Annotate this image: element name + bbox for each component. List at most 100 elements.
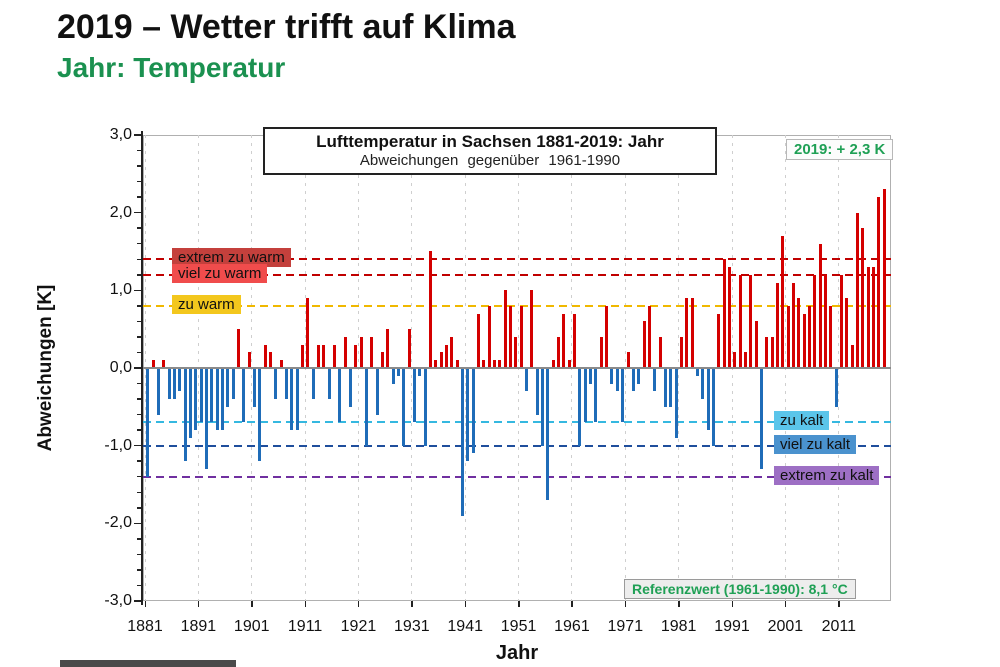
bar-2000 (781, 235, 785, 368)
y-tick (137, 336, 141, 338)
y-axis-line (141, 131, 143, 605)
bar-1902 (258, 368, 262, 462)
bar-1924 (375, 368, 379, 415)
bar-1979 (669, 368, 673, 407)
y-tick (137, 165, 141, 167)
y-tick (137, 413, 141, 416)
bar-1899 (242, 368, 246, 423)
bar-1984 (695, 368, 699, 376)
bar-1935 (434, 360, 438, 368)
threshold-label-extrem-zu-kalt: extrem zu kalt (774, 465, 880, 485)
bar-2009 (829, 305, 833, 368)
y-tick (137, 382, 141, 385)
bar-2014 (855, 212, 859, 368)
x-tick-label-1901: 1901 (233, 618, 270, 635)
y-tick (137, 351, 141, 354)
bar-2004 (802, 313, 806, 368)
bar-1909 (295, 368, 299, 431)
bar-1913 (316, 344, 320, 368)
bar-1982 (685, 298, 689, 368)
bar-1919 (348, 368, 352, 407)
bar-1917 (338, 368, 342, 423)
bar-1991 (733, 352, 737, 368)
bar-1898 (236, 329, 240, 368)
bar-2006 (813, 274, 817, 368)
bar-1921 (359, 336, 363, 368)
bar-1981 (679, 336, 683, 368)
bar-1884 (162, 360, 166, 368)
y-tick (137, 569, 141, 571)
bar-1985 (701, 368, 705, 400)
y-tick (134, 289, 141, 292)
bar-1957 (551, 360, 555, 368)
y-tick (137, 149, 141, 152)
bar-1977 (658, 336, 662, 368)
bar-1908 (290, 368, 294, 431)
bar-1962 (578, 368, 582, 446)
bar-1931 (413, 368, 417, 423)
bar-1934 (429, 251, 433, 368)
bar-1986 (706, 368, 710, 431)
x-tick-label-1921: 1921 (340, 618, 377, 635)
bar-2011 (839, 274, 843, 368)
y-tick (134, 600, 141, 602)
bar-2017 (871, 267, 875, 368)
x-tick-label-1981: 1981 (660, 618, 697, 635)
threshold-label-viel-zu-kalt: viel zu kalt (774, 434, 857, 454)
bar-1968 (610, 368, 614, 384)
bar-1897 (231, 368, 235, 400)
bar-1972 (631, 368, 635, 392)
bar-1936 (439, 352, 443, 368)
y-tick (134, 134, 141, 136)
bar-1916 (332, 344, 336, 368)
bar-1943 (477, 313, 481, 368)
bar-1948 (503, 290, 507, 368)
bar-1912 (311, 368, 315, 400)
bar-1958 (557, 336, 561, 368)
bar-1929 (402, 368, 406, 446)
bar-1967 (605, 305, 609, 368)
bar-1955 (541, 368, 545, 446)
bar-2001 (786, 305, 790, 368)
bar-1993 (743, 352, 747, 368)
bar-1903 (263, 344, 267, 368)
y-tick (137, 475, 141, 478)
bar-1915 (327, 368, 331, 400)
bar-1989 (722, 259, 726, 368)
bar-2010 (834, 368, 838, 407)
bar-1983 (690, 298, 694, 368)
bar-1997 (765, 336, 769, 368)
bar-1996 (759, 368, 763, 469)
bar-1928 (397, 368, 401, 376)
y-tick (137, 553, 141, 556)
bar-1930 (407, 329, 411, 368)
x-tick-1951 (518, 601, 520, 607)
threshold-label-zu-kalt: zu kalt (774, 411, 830, 431)
x-tick-1981 (678, 601, 680, 607)
bar-1947 (498, 360, 502, 368)
bar-1900 (247, 352, 251, 368)
bar-1959 (562, 313, 566, 368)
x-tick-1901 (251, 601, 253, 607)
bar-1978 (663, 368, 667, 407)
y-axis-title: Abweichungen [K] (35, 284, 56, 452)
y-tick (137, 538, 141, 540)
bar-1942 (471, 368, 475, 454)
y-tick (137, 507, 141, 509)
bar-1965 (594, 368, 598, 423)
x-tick-1941 (464, 601, 467, 607)
bar-2003 (797, 298, 801, 368)
bar-1969 (615, 368, 619, 392)
threshold-label-extrem-zu-warm: extrem zu warm (172, 248, 291, 268)
bar-1938 (450, 336, 454, 368)
bar-1932 (418, 368, 422, 376)
bar-1883 (156, 368, 160, 415)
y-tick (134, 444, 141, 447)
x-tick-label-1961: 1961 (554, 618, 590, 635)
threshold-line-extrem-zu-warm (143, 258, 891, 261)
x-tick-label-1971: 1971 (607, 618, 644, 635)
bar-1892 (204, 368, 208, 469)
bar-1940 (461, 368, 465, 516)
bar-1914 (322, 344, 326, 368)
threshold-line-zu-warm (143, 304, 891, 307)
